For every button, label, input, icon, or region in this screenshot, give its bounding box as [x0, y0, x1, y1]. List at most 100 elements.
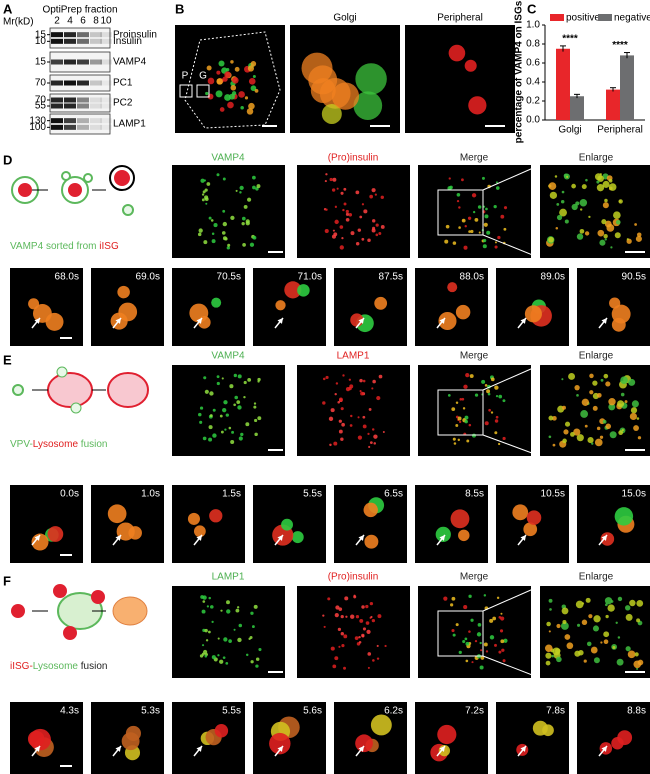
signal-spot [338, 607, 343, 612]
signal-spot [451, 629, 455, 633]
signal-spot [374, 193, 377, 196]
signal-spot [233, 403, 236, 407]
signal-spot [574, 650, 581, 657]
signal-spot [589, 373, 594, 379]
signal-spot [594, 438, 603, 447]
signal-spot [378, 231, 382, 235]
signal-spot [208, 437, 213, 442]
signal-spot [556, 656, 562, 663]
signal-spot [219, 107, 225, 112]
signal-spot [603, 639, 609, 645]
signal-spot [324, 180, 327, 183]
lysosome [47, 372, 93, 408]
signal-spot [576, 233, 584, 240]
signal-spot [355, 241, 360, 246]
signal-spot [328, 416, 334, 421]
y-tick-label: 0.8 [526, 39, 540, 50]
core [114, 170, 130, 186]
mw-marker: 15 [35, 57, 47, 68]
blot-band [90, 32, 102, 38]
micrograph [172, 586, 285, 678]
signal-spot [226, 67, 230, 72]
signal-spot [601, 219, 607, 225]
signal-spot [477, 205, 482, 209]
signal-spot [585, 178, 588, 182]
signal-spot [243, 380, 247, 385]
signal-spot [355, 190, 360, 195]
signal-spot [606, 224, 615, 232]
signal-spot [495, 415, 499, 419]
signal-spot [199, 654, 204, 658]
signal-spot [226, 600, 230, 605]
image-header: Merge [460, 572, 489, 583]
signal-spot [364, 534, 379, 549]
signal-spot [560, 199, 565, 204]
signal-spot [343, 202, 347, 206]
blot-band [64, 59, 76, 65]
arrow-head [520, 535, 526, 541]
signal-spot [247, 197, 252, 202]
time-stamp: 87.5s [379, 272, 403, 283]
region-label: P [182, 71, 189, 82]
signal-spot [502, 659, 506, 663]
arrow-head [34, 746, 40, 752]
arrow-head [601, 535, 607, 541]
signal-spot [322, 614, 325, 617]
signal-spot [452, 241, 457, 245]
signal-spot [548, 236, 554, 243]
signal-spot [457, 416, 462, 421]
signal-spot [249, 635, 253, 640]
arrow-head [34, 318, 40, 324]
signal-spot [193, 525, 206, 538]
micrograph [418, 365, 531, 456]
signal-spot [359, 215, 363, 219]
signal-spot [494, 245, 498, 249]
signal-spot [555, 648, 561, 654]
signal-spot [449, 185, 453, 190]
signal-spot [497, 442, 501, 446]
signal-spot [548, 630, 551, 633]
signal-spot [366, 629, 371, 635]
signal-spot [562, 438, 567, 444]
signal-spot [219, 414, 223, 418]
signal-spot [253, 402, 257, 405]
signal-spot [216, 78, 223, 85]
bar [606, 89, 620, 120]
zoom-box [437, 610, 484, 657]
signal-spot [234, 395, 239, 400]
mw-marker: 10 [35, 36, 47, 47]
signal-spot [493, 205, 497, 209]
signal-spot [435, 526, 451, 542]
signal-spot [334, 219, 339, 225]
signal-spot [249, 242, 255, 247]
signal-spot [590, 646, 598, 654]
vesicle [12, 384, 24, 396]
signal-spot [564, 219, 569, 224]
signal-spot [365, 604, 369, 609]
blot-band [100, 97, 112, 103]
signal-spot [561, 405, 566, 410]
signal-spot [332, 177, 337, 182]
blot-strip [49, 27, 111, 49]
signal-spot [368, 445, 371, 448]
signal-spot [444, 239, 449, 244]
caption-part: VPV- [10, 439, 33, 450]
vesicle [122, 204, 134, 216]
signal-spot [463, 245, 468, 250]
signal-spot [477, 623, 482, 627]
signal-spot [448, 44, 466, 62]
signal-spot [253, 604, 258, 609]
signal-spot [252, 185, 256, 190]
signal-spot [375, 223, 379, 227]
signal-spot [575, 600, 584, 609]
signal-spot [599, 435, 604, 439]
protein-name: PC2 [113, 98, 133, 109]
signal-spot [209, 509, 223, 523]
signal-spot [367, 432, 370, 436]
signal-spot [223, 637, 228, 642]
isg [11, 604, 25, 618]
signal-spot [224, 71, 231, 78]
signal-spot [482, 244, 487, 249]
signal-spot [443, 596, 448, 601]
signal-spot [238, 623, 243, 628]
